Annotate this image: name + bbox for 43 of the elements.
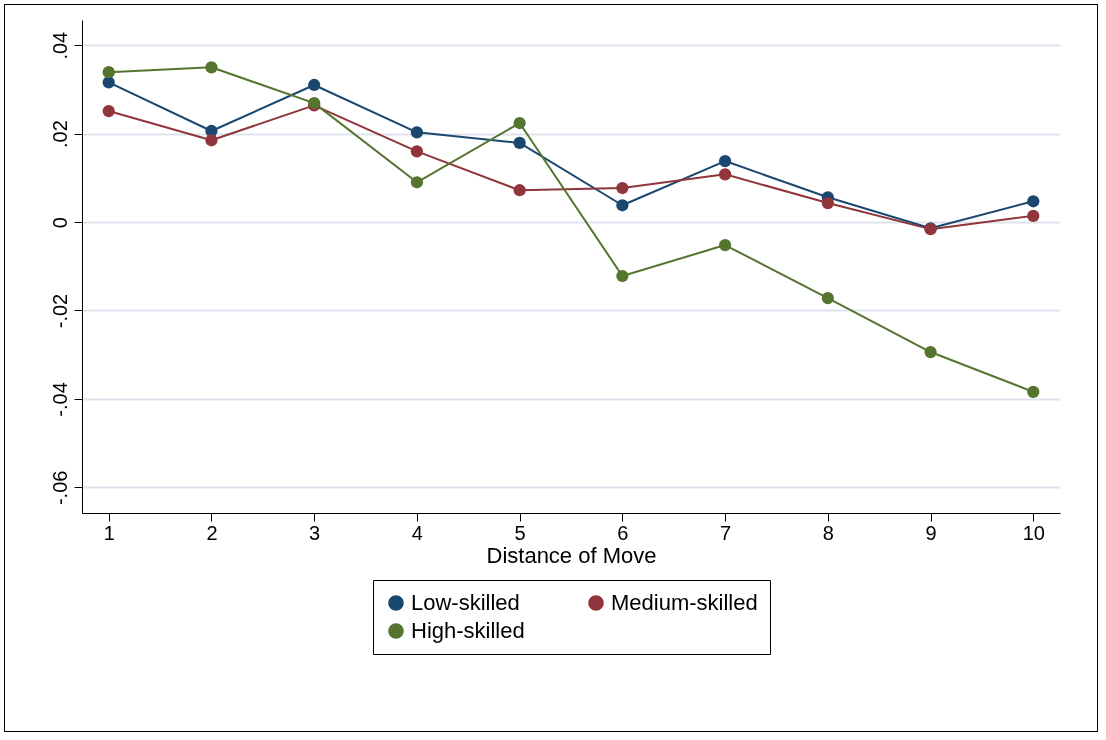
point bbox=[513, 184, 526, 197]
point bbox=[616, 181, 629, 195]
point bbox=[513, 116, 526, 130]
point bbox=[308, 78, 321, 92]
x-tick-label: 2 bbox=[206, 521, 218, 544]
x-tick-label: 4 bbox=[411, 521, 423, 544]
x-tick-label: 3 bbox=[309, 521, 321, 544]
x-tick-label: 6 bbox=[617, 521, 629, 544]
point bbox=[1027, 195, 1040, 208]
point bbox=[821, 292, 834, 305]
point bbox=[616, 269, 629, 283]
point bbox=[410, 176, 424, 189]
x-tick-label: 1 bbox=[103, 521, 115, 544]
x-tick-label: 5 bbox=[514, 521, 526, 544]
point bbox=[102, 66, 115, 79]
y-tick-label: .02 bbox=[48, 120, 71, 149]
point bbox=[1027, 209, 1040, 222]
y-tick-label: -.06 bbox=[48, 470, 71, 506]
x-tick-label: 10 bbox=[1022, 521, 1045, 544]
point bbox=[205, 134, 218, 147]
point bbox=[821, 196, 834, 210]
point bbox=[410, 145, 424, 158]
point bbox=[410, 126, 424, 139]
point bbox=[718, 154, 732, 168]
x-axis-title: Distance of Move bbox=[486, 542, 657, 568]
point bbox=[718, 238, 732, 252]
point bbox=[205, 61, 218, 74]
y-tick-label: -.02 bbox=[48, 293, 71, 329]
y-tick-label: -.04 bbox=[48, 382, 71, 417]
x-tick-label: 7 bbox=[720, 521, 732, 544]
y-tick-label: 0 bbox=[48, 217, 71, 229]
legend-label: High-skilled bbox=[411, 618, 525, 643]
y-tick-label: .04 bbox=[48, 31, 71, 60]
point bbox=[1027, 385, 1040, 398]
point bbox=[718, 168, 732, 181]
point bbox=[616, 199, 629, 212]
point bbox=[102, 104, 115, 118]
point bbox=[513, 136, 526, 150]
legend-label: Low-skilled bbox=[411, 590, 520, 615]
x-tick-label: 8 bbox=[822, 521, 834, 544]
legend-label: Medium-skilled bbox=[611, 590, 758, 615]
point bbox=[924, 345, 937, 359]
x-tick-label: 9 bbox=[925, 521, 937, 544]
